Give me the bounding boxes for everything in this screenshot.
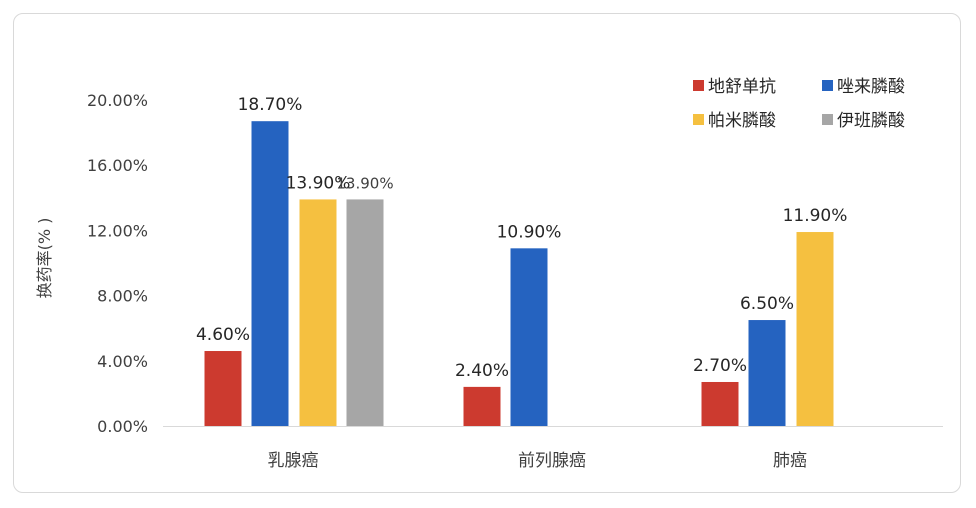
bar [463,386,501,426]
y-tick-label: 20.00% [87,91,148,110]
x-axis: 乳腺癌 前列腺癌 肺癌 [163,426,943,471]
data-label: 18.70% [238,95,303,115]
legend-swatch [693,114,704,125]
bar [299,199,337,426]
y-tick-label: 16.00% [87,156,148,175]
legend-label: 唑来膦酸 [837,77,905,97]
data-label: 2.70% [693,356,747,376]
data-label: 4.60% [196,325,250,345]
bar [204,351,242,426]
data-label: 2.40% [455,361,509,381]
y-tick-label: 8.00% [97,287,148,306]
data-label: 10.90% [497,222,562,242]
data-label: 13.90% [286,173,351,193]
data-labels: 4.60% 18.70% 13.90%13.90% 2.40% 10.90% 2.70% 6… [196,95,847,381]
x-tick-label: 肺癌 [773,451,807,471]
y-axis: 0.00% 4.00% 8.00% 12.00% 16.00% 20.00% [87,91,148,436]
y-tick-label: 12.00% [87,221,148,240]
bar [701,381,739,426]
legend-swatch [822,114,833,125]
data-label: 13.90% [336,174,393,192]
y-tick-label: 4.00% [97,352,148,371]
y-axis-label: 换药率(% ) [35,218,54,299]
y-tick-label: 0.00% [97,417,148,436]
data-label: 11.90% [783,206,848,226]
bar [510,248,548,426]
legend-swatch [693,80,704,91]
bar [796,232,834,426]
bar [346,199,384,426]
legend-label: 地舒单抗 [708,77,776,97]
bar [748,320,786,426]
legend-swatch [822,80,833,91]
x-tick-label: 乳腺癌 [268,451,319,471]
x-tick-label: 前列腺癌 [518,451,586,471]
bars [204,121,834,426]
legend-label: 伊班膦酸 [837,111,905,131]
bar [251,121,289,426]
legend-label: 帕米膦酸 [708,111,776,131]
data-label: 6.50% [740,294,794,314]
